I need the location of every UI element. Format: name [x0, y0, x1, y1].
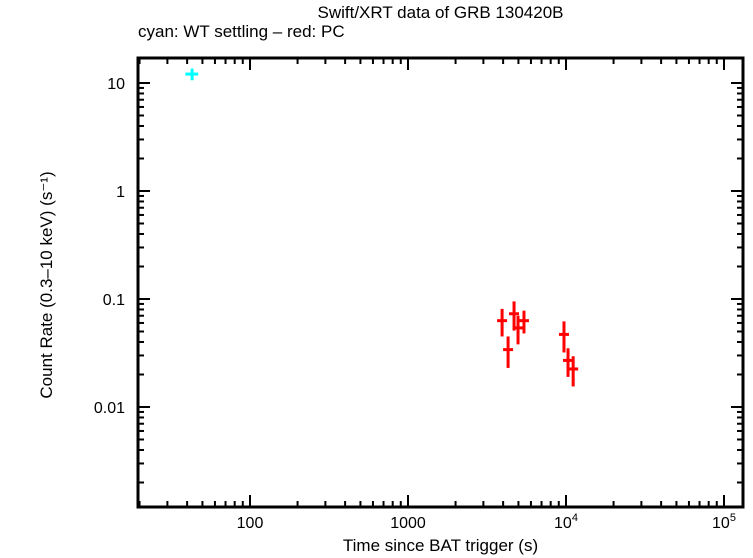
x-tick-label: 105 — [712, 512, 736, 532]
data-point — [509, 301, 520, 331]
x-tick-label: 100 — [237, 515, 264, 532]
x-tick-label: 1000 — [390, 515, 426, 532]
data-point — [185, 68, 199, 81]
chart-subtitle-legend: cyan: WT settling – red: PC — [138, 22, 345, 41]
x-axis-ticks — [138, 58, 725, 507]
series-pc — [497, 301, 579, 387]
series-wt-settling — [185, 68, 199, 81]
y-axis-ticks — [138, 82, 743, 484]
chart-title: Swift/XRT data of GRB 130420B — [317, 3, 564, 22]
y-tick-label: 0.1 — [103, 292, 125, 309]
data-point — [503, 336, 514, 368]
y-tick-label: 1 — [116, 184, 125, 201]
data-point — [513, 315, 524, 345]
x-tick-label: 104 — [554, 512, 578, 532]
data-point — [497, 308, 508, 337]
data-point — [558, 321, 569, 353]
plot-frame — [136, 56, 745, 509]
data-point — [568, 356, 579, 387]
x-axis-label: Time since BAT trigger (s) — [342, 536, 539, 555]
y-tick-label: 10 — [107, 76, 125, 93]
data-point — [518, 310, 529, 334]
data-point — [563, 348, 574, 377]
y-tick-label: 0.01 — [94, 400, 125, 417]
